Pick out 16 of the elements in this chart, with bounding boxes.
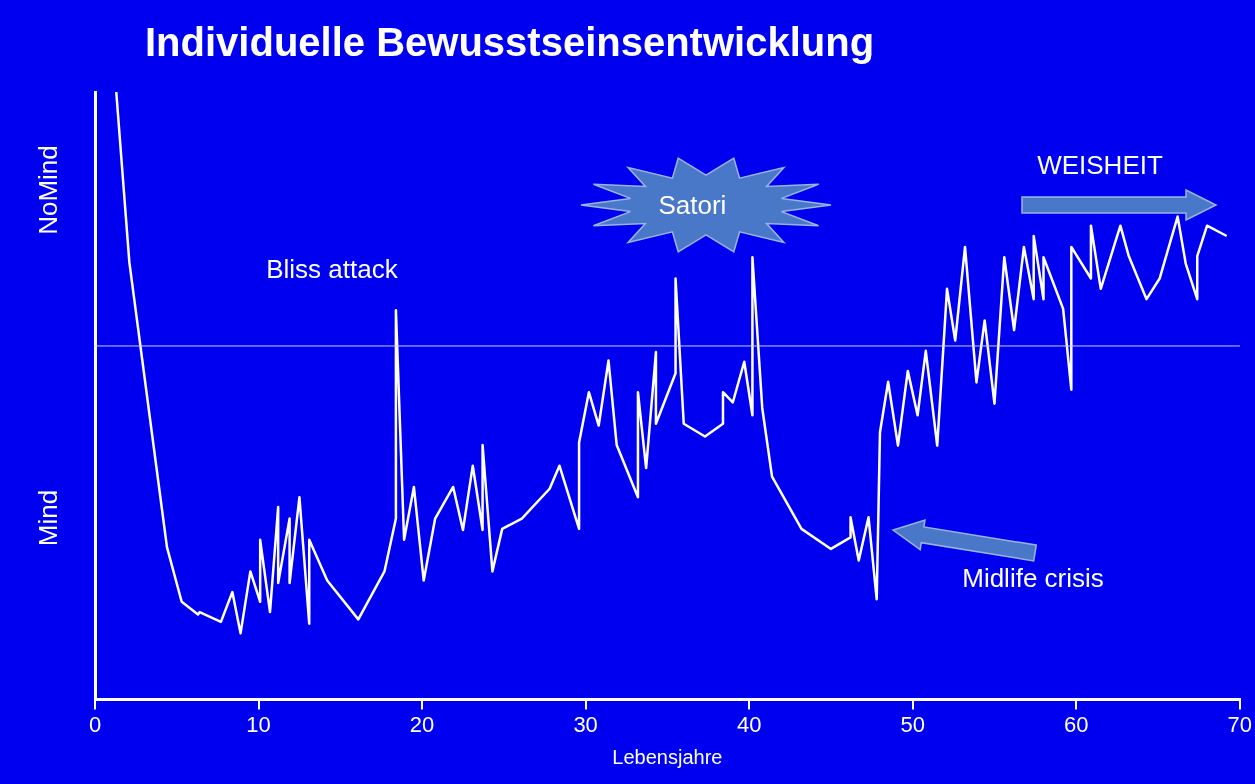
x-tick-label: 20 xyxy=(409,711,435,737)
annotation: Bliss attack xyxy=(266,254,399,285)
annotation: WEISHEIT xyxy=(1037,150,1163,181)
x-tick-label: 0 xyxy=(88,711,102,737)
x-tick-label: 50 xyxy=(900,711,925,737)
text: Mind xyxy=(33,489,64,547)
text: NoMind xyxy=(33,145,64,235)
annotation: Midlife crisis xyxy=(962,563,1104,594)
annotation: Satori xyxy=(658,190,727,221)
x-tick-label: 30 xyxy=(573,711,598,737)
x-tick-label: 60 xyxy=(1063,711,1089,737)
x-axis-title: Lebensjahre xyxy=(612,745,723,768)
x-tick-label: 40 xyxy=(736,711,762,737)
x-tick-label: 70 xyxy=(1227,711,1253,737)
x-tick-label: 10 xyxy=(246,711,271,737)
chart-title: Individuelle Bewusstseinsentwicklung xyxy=(145,20,875,65)
